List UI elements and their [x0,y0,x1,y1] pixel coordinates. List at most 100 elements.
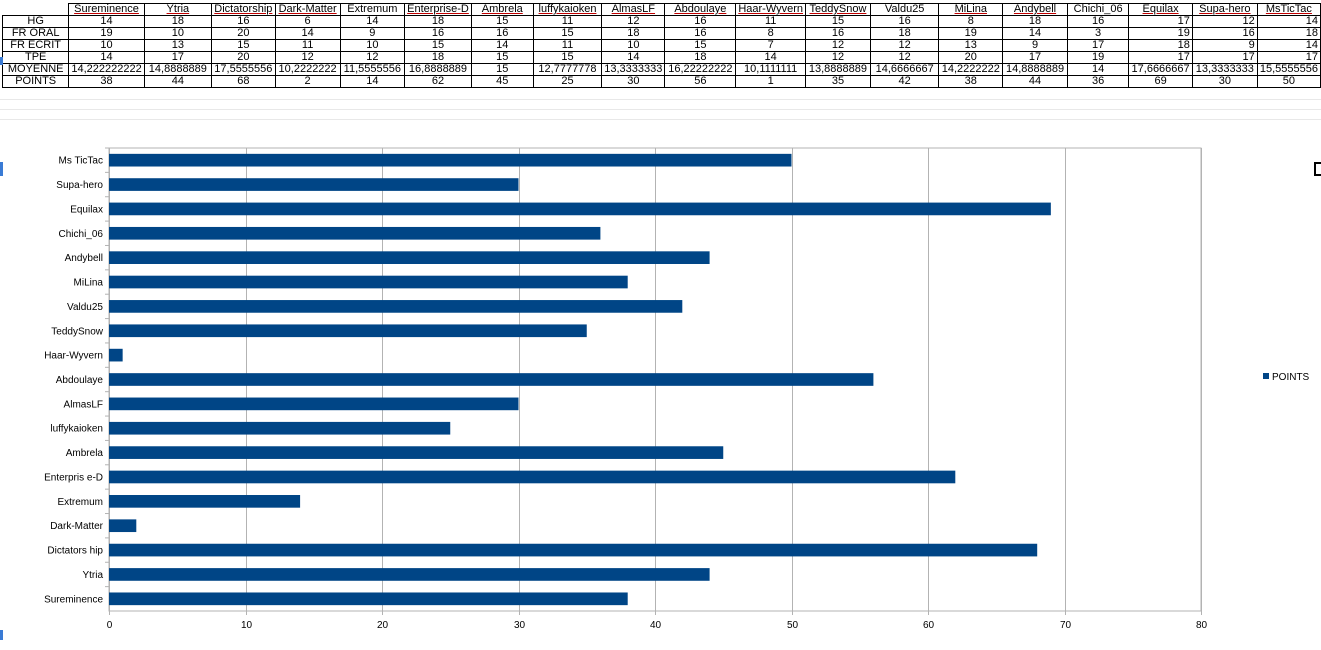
table-cell[interactable]: 16 [869,15,940,28]
table-cell[interactable]: 11 [532,39,603,52]
table-cell[interactable]: 13 [938,39,1004,52]
table-cell[interactable]: 15 [404,39,472,52]
header-cell[interactable]: Dictatorship [211,3,276,16]
bar-chart[interactable]: 0 10 20 30 40 50 60 70 80 Sureminence Ytria Dictato… [0,118,1321,650]
table-cell[interactable]: 12 [274,51,341,64]
table-cell[interactable]: 14,8888889 [143,63,213,76]
table-cell[interactable]: 18 [143,15,213,28]
table-cell[interactable]: 12 [805,39,871,52]
table-cell[interactable]: 12,7777778 [532,63,603,76]
table-cell[interactable]: 13 [143,39,213,52]
table-cell[interactable]: 16 [404,27,472,40]
header-cell[interactable]: Ambrela [470,3,534,16]
table-cell[interactable]: 13,8888889 [805,63,871,76]
table-cell[interactable]: 20 [938,51,1004,64]
table-cell[interactable]: 14,2222222 [938,63,1004,76]
table-cell[interactable]: 16,22222222 [664,63,737,76]
table-cell[interactable]: 14,8888889 [1002,63,1068,76]
header-cell[interactable]: TeddySnow [805,3,871,16]
table-cell[interactable]: 14 [1256,39,1321,52]
table-cell[interactable]: 17 [143,51,213,64]
table-cell[interactable]: 12 [1191,15,1258,28]
table-cell[interactable]: 10 [143,27,213,40]
table-cell[interactable]: 14 [68,51,145,64]
table-cell[interactable]: 15 [211,39,276,52]
table-cell[interactable]: 16 [664,27,737,40]
table-cell[interactable]: 16 [470,27,534,40]
table-cell[interactable]: 3 [1066,27,1130,40]
table-cell[interactable]: 15 [470,51,534,64]
table-cell[interactable]: 16 [805,27,871,40]
header-cell[interactable]: Enterprise-D [404,3,472,16]
table-cell[interactable]: 17,6666667 [1128,63,1193,76]
table-cell[interactable]: 12 [869,51,940,64]
table-cell[interactable]: 15,5555556 [1256,63,1321,76]
header-cell[interactable]: Andybell [1002,3,1068,16]
table-cell[interactable]: 1 [735,75,807,88]
table-cell[interactable]: 62 [404,75,472,88]
table-cell[interactable]: 14,222222222 [68,63,145,76]
table-cell[interactable]: 11 [532,15,603,28]
table-cell[interactable]: 14 [601,51,666,64]
table-cell[interactable]: 12 [601,15,666,28]
header-cell[interactable]: AlmasLF [601,3,666,16]
table-cell[interactable]: 14 [735,51,807,64]
table-cell[interactable]: 18 [1002,15,1068,28]
header-cell[interactable]: Sureminence [68,3,145,16]
table-cell[interactable]: 50 [1256,75,1321,88]
table-cell[interactable]: 15 [470,15,534,28]
table-cell[interactable]: 10,1111111 [735,63,807,76]
table-cell[interactable]: 16 [664,15,737,28]
header-cell[interactable]: Dark-Matter [274,3,341,16]
table-cell[interactable]: 68 [211,75,276,88]
header-cell[interactable]: Valdu25 [869,3,940,16]
table-cell[interactable]: 13,3333333 [601,63,666,76]
table-cell[interactable]: 14 [339,15,406,28]
table-cell[interactable]: 42 [869,75,940,88]
table-cell[interactable]: 17,5555556 [211,63,276,76]
table-cell[interactable]: 17 [1128,15,1193,28]
table-cell[interactable]: 14 [470,39,534,52]
header-cell[interactable]: Extremum [339,3,406,16]
table-cell[interactable]: 36 [1066,75,1130,88]
table-cell[interactable]: 35 [805,75,871,88]
table-cell[interactable]: 14 [1256,15,1321,28]
table-cell[interactable]: 7 [735,39,807,52]
table-cell[interactable]: 15 [532,27,603,40]
row-label[interactable]: FR ORAL [1,27,70,40]
header-cell[interactable]: Ytria [143,3,213,16]
table-cell[interactable]: 17 [1066,39,1130,52]
table-cell[interactable]: 17 [1191,51,1258,64]
table-cell[interactable]: 44 [1002,75,1068,88]
table-cell[interactable]: 15 [470,63,534,76]
table-cell[interactable]: 15 [664,39,737,52]
table-cell[interactable]: 11 [274,39,341,52]
table-cell[interactable]: 19 [1128,27,1193,40]
row-label[interactable]: POINTS [1,75,70,88]
table-cell[interactable]: 12 [339,51,406,64]
table-cell[interactable]: 15 [805,15,871,28]
table-cell[interactable]: 18 [601,27,666,40]
table-cell[interactable]: 14 [339,75,406,88]
table-cell[interactable]: 30 [1191,75,1258,88]
table-cell[interactable]: 18 [869,27,940,40]
table-cell[interactable]: 20 [211,27,276,40]
table-cell[interactable]: 14 [274,27,341,40]
table-cell[interactable]: 69 [1128,75,1193,88]
table-cell[interactable]: 16 [211,15,276,28]
header-cell[interactable]: luffykaioken [532,3,603,16]
table-cell[interactable]: 6 [274,15,341,28]
table-cell[interactable]: 10 [601,39,666,52]
table-cell[interactable]: 13,3333333 [1191,63,1258,76]
row-label[interactable]: TPE [1,51,70,64]
row-label[interactable]: MOYENNE [1,63,70,76]
table-cell[interactable]: 8 [735,27,807,40]
table-cell[interactable]: 10 [339,39,406,52]
table-cell[interactable]: 16 [1066,15,1130,28]
table-cell[interactable]: 2 [274,75,341,88]
table-cell[interactable]: 14 [1002,27,1068,40]
table-cell[interactable]: 16 [1191,27,1258,40]
table-cell[interactable]: 14,6666667 [869,63,940,76]
table-cell[interactable]: 20 [211,51,276,64]
table-cell[interactable]: 11,5555556 [339,63,406,76]
